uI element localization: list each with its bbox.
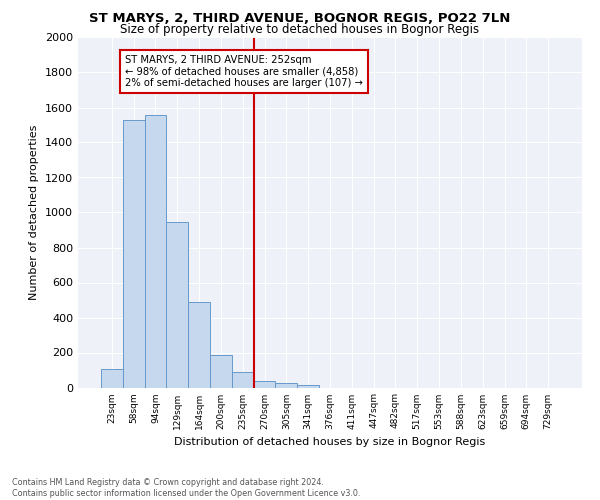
Bar (275, 383, 297, 388)
Bar (145, 116, 166, 388)
Bar (166, 222, 188, 388)
Text: ST MARYS, 2, THIRD AVENUE, BOGNOR REGIS, PO22 7LN: ST MARYS, 2, THIRD AVENUE, BOGNOR REGIS,… (89, 12, 511, 24)
Bar (297, 385, 319, 388)
Bar (254, 381, 275, 388)
Text: Contains HM Land Registry data © Crown copyright and database right 2024.
Contai: Contains HM Land Registry data © Crown c… (12, 478, 361, 498)
Bar (188, 302, 210, 388)
Text: Size of property relative to detached houses in Bognor Regis: Size of property relative to detached ho… (121, 22, 479, 36)
Bar (123, 120, 145, 388)
Text: ST MARYS, 2 THIRD AVENUE: 252sqm
← 98% of detached houses are smaller (4,858)
2%: ST MARYS, 2 THIRD AVENUE: 252sqm ← 98% o… (125, 55, 363, 88)
Bar (101, 369, 123, 388)
X-axis label: Distribution of detached houses by size in Bognor Regis: Distribution of detached houses by size … (175, 437, 485, 447)
Y-axis label: Number of detached properties: Number of detached properties (29, 125, 40, 300)
Bar (210, 355, 232, 388)
Bar (232, 372, 254, 388)
